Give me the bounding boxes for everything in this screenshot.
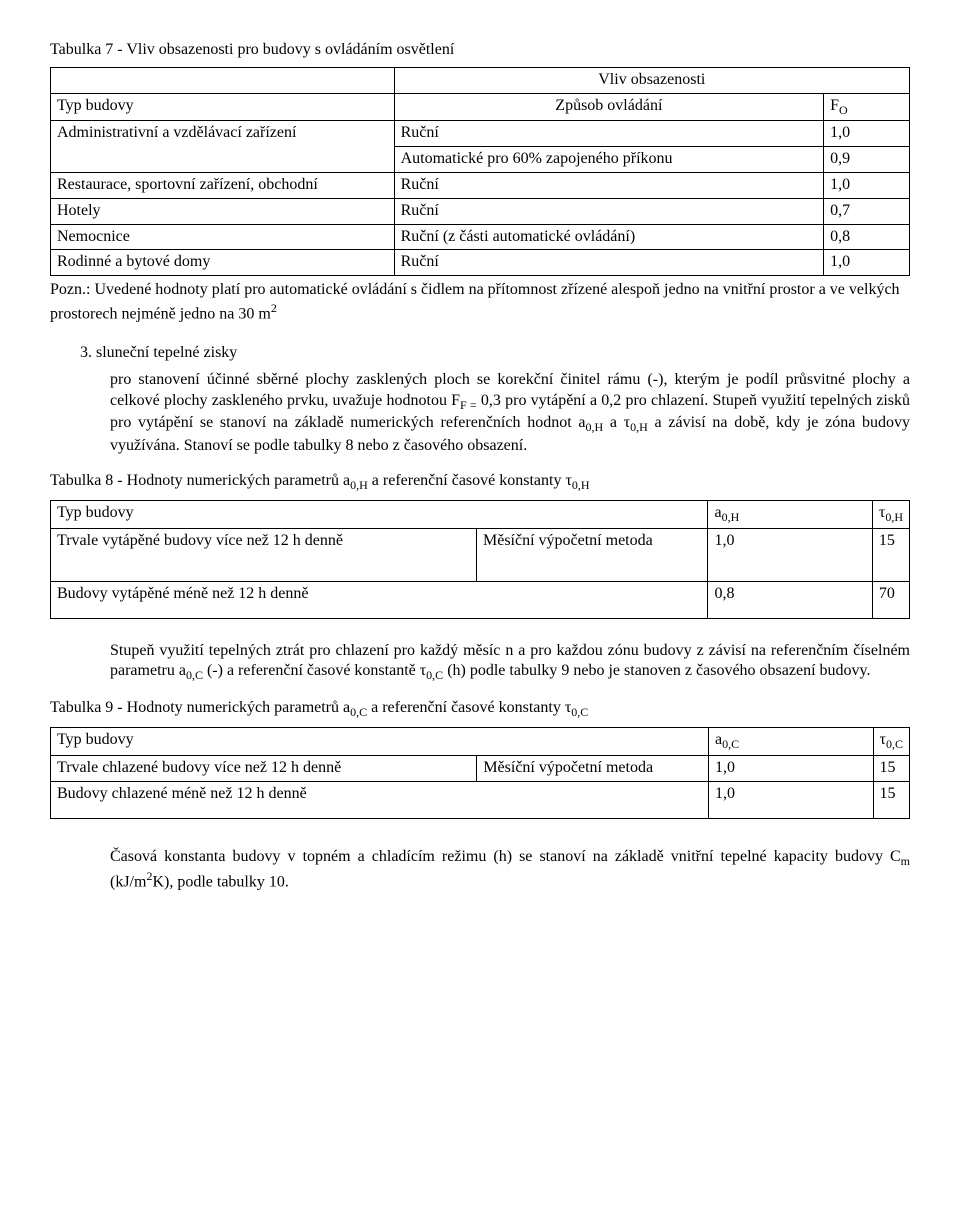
t7-r1a-c3: 1,0 [824,121,910,147]
section3-heading: 3. sluneční tepelné zisky [80,343,910,364]
t9-r2-c4: 15 [873,781,909,818]
t9-r2-c1: Budovy chlazené méně než 12 h denně [51,781,709,818]
table7-title: Tabulka 7 - Vliv obsazenosti pro budovy … [50,40,910,61]
t8-r1-c3: 1,0 [708,528,872,581]
t7-col1: Typ budovy [51,93,395,121]
t7-r3-c1: Hotely [51,198,395,224]
t8-r2-c3: 0,8 [708,581,872,618]
table8-title: Tabulka 8 - Hodnoty numerických parametr… [50,471,910,494]
t7-r5-c1: Rodinné a bytové domy [51,250,395,276]
t8-col3: a0,H [708,500,872,528]
table7-note: Pozn.: Uvedené hodnoty platí pro automat… [50,280,910,325]
last-para: Časová konstanta budovy v topném a chlad… [110,847,910,894]
mid-para: Stupeň využití tepelných ztrát pro chlaz… [110,641,910,685]
t8-col1: Typ budovy [51,500,708,528]
t7-r5-c3: 1,0 [824,250,910,276]
t9-r1-c3: 1,0 [708,755,873,781]
t9-col1: Typ budovy [51,727,709,755]
table9: Typ budovy a0,C τ0,C Trvale chlazené bud… [50,727,910,819]
t9-r2-c3: 1,0 [708,781,873,818]
t7-empty [51,67,395,93]
t7-r4-c3: 0,8 [824,224,910,250]
t8-r1-c1: Trvale vytápěné budovy více než 12 h den… [51,528,477,581]
t7-r1b-c2: Automatické pro 60% zapojeného příkonu [394,147,824,173]
t7-r2-c3: 1,0 [824,172,910,198]
t7-r3-c3: 0,7 [824,198,910,224]
t7-r4-c1: Nemocnice [51,224,395,250]
t7-r2-c1: Restaurace, sportovní zařízení, obchodní [51,172,395,198]
t8-r2-c4: 70 [872,581,909,618]
t7-r1b-c3: 0,9 [824,147,910,173]
t9-r1-c2: Měsíční výpočetní metoda [477,755,709,781]
t9-col3: a0,C [708,727,873,755]
section3-p1: pro stanovení účinné sběrné plochy zaskl… [110,370,910,457]
table9-title: Tabulka 9 - Hodnoty numerických parametr… [50,698,910,721]
t9-r1-c1: Trvale chlazené budovy více než 12 h den… [51,755,477,781]
t8-r2-c1: Budovy vytápěné méně než 12 h denně [51,581,708,618]
t7-r3-c2: Ruční [394,198,824,224]
t9-r1-c4: 15 [873,755,909,781]
t7-header-span: Vliv obsazenosti [394,67,909,93]
t7-r1-c1: Administrativní a vzdělávací zařízení [51,121,395,173]
t7-r2-c2: Ruční [394,172,824,198]
t8-col4: τ0,H [872,500,909,528]
t7-col3: FO [824,93,910,121]
table8: Typ budovy a0,H τ0,H Trvale vytápěné bud… [50,500,910,619]
t8-r1-c2: Měsíční výpočetní metoda [476,528,707,581]
table7: Vliv obsazenosti Typ budovy Způsob ovlád… [50,67,910,276]
t7-col2: Způsob ovládání [394,93,824,121]
t7-r5-c2: Ruční [394,250,824,276]
t8-r1-c4: 15 [872,528,909,581]
t7-r1a-c2: Ruční [394,121,824,147]
t7-r4-c2: Ruční (z části automatické ovládání) [394,224,824,250]
t9-col4: τ0,C [873,727,909,755]
